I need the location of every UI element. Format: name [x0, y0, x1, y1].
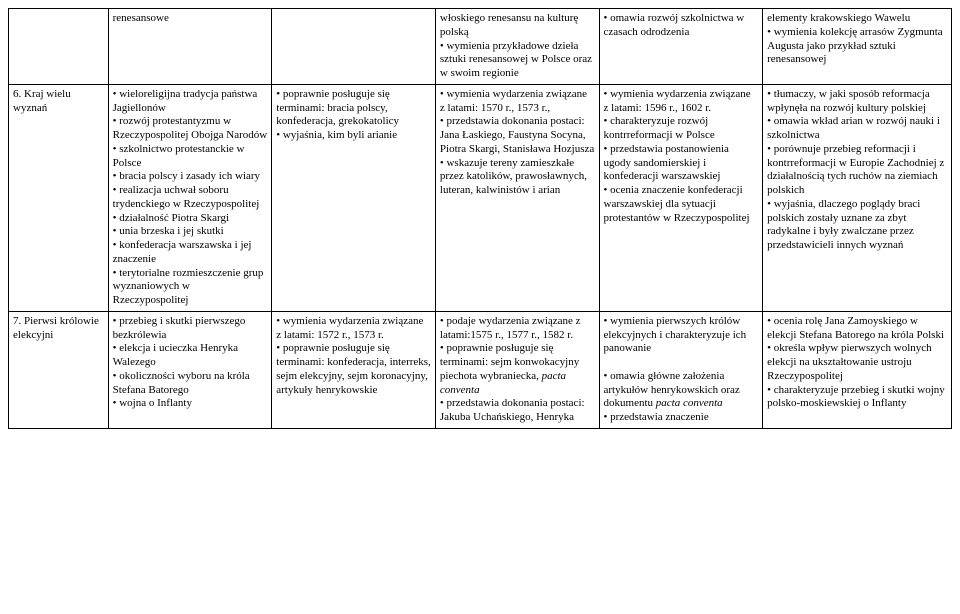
table-row: renesansowe włoskiego renesansu na kultur… [9, 9, 952, 85]
table-cell: renesansowe [108, 9, 272, 85]
table-cell: włoskiego renesansu na kulturę polską• w… [435, 9, 599, 85]
table-cell: • poprawnie posługuje się terminami: bra… [272, 84, 436, 311]
table-cell: • wieloreligijna tradycja państwa Jagiel… [108, 84, 272, 311]
table-cell: • wymienia pierwszych królów elekcyjnych… [599, 311, 763, 428]
table-cell: • przebieg i skutki pierwszego bezkrólew… [108, 311, 272, 428]
table-cell: • wymienia wydarzenia związane z latami:… [435, 84, 599, 311]
table-cell: • wymienia wydarzenia związane z latami:… [272, 311, 436, 428]
table-cell: • podaje wydarzenia związane z latami:15… [435, 311, 599, 428]
table-row: 7. Pierwsi królowie elekcyjni• przebieg … [9, 311, 952, 428]
table-cell: • wymienia wydarzenia związane z latami:… [599, 84, 763, 311]
curriculum-table: renesansowe włoskiego renesansu na kultur… [8, 8, 952, 429]
table-cell [272, 9, 436, 85]
table-cell: • tłumaczy, w jaki sposób reformacja wpł… [763, 84, 952, 311]
table-cell: 6. Kraj wielu wyznań [9, 84, 109, 311]
table-cell [9, 9, 109, 85]
table-cell: • ocenia rolę Jana Zamoyskiego w elekcji… [763, 311, 952, 428]
table-cell: 7. Pierwsi królowie elekcyjni [9, 311, 109, 428]
table-row: 6. Kraj wielu wyznań• wieloreligijna tra… [9, 84, 952, 311]
table-cell: elementy krakowskiego Wawelu• wymienia k… [763, 9, 952, 85]
table-cell: • omawia rozwój szkolnictwa w czasach od… [599, 9, 763, 85]
